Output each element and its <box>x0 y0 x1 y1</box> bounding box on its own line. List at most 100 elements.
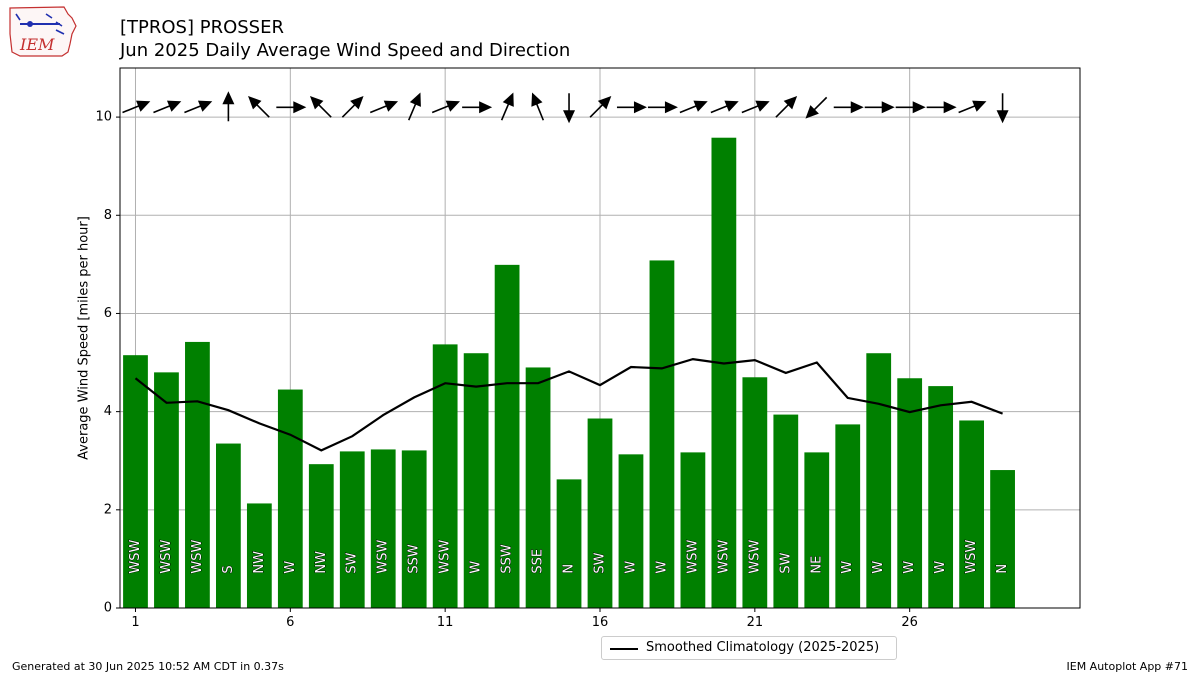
wind-speed-bar <box>370 449 396 608</box>
wind-direction-label: WSW <box>128 540 143 574</box>
wind-direction-label: NW <box>252 551 267 574</box>
wind-arrow-shaft <box>741 105 759 114</box>
wind-arrow <box>407 92 421 121</box>
wind-speed-bar <box>959 420 984 608</box>
iem-logo: IEM <box>9 6 77 57</box>
wind-arrow <box>958 100 987 114</box>
y-tick-label: 0 <box>104 601 112 616</box>
wind-speed-bar <box>711 137 737 608</box>
wind-arrow <box>462 101 493 114</box>
footer-generated-text: Generated at 30 Jun 2025 10:52 AM CDT in… <box>12 660 284 673</box>
wind-arrow <box>679 100 708 114</box>
y-tick-label: 6 <box>104 306 112 321</box>
wind-arrow <box>741 100 770 114</box>
wind-speed-bar <box>123 355 148 608</box>
wind-arrow-head <box>693 100 708 112</box>
wind-direction-label: W <box>654 561 669 574</box>
wind-arrow-shaft <box>500 103 510 121</box>
svg-text:IEM: IEM <box>19 35 55 54</box>
y-tick-label: 10 <box>95 110 112 125</box>
wind-arrow-shaft <box>813 96 828 111</box>
wind-arrow <box>589 95 612 118</box>
wind-direction-label: SW <box>778 552 793 573</box>
wind-arrow-head <box>805 105 819 119</box>
wind-arrow-head <box>996 110 1009 124</box>
direction-labels-layer: WSW WSW WSW S NW W NW SW WSW SSW WSW W SSW SSE N SW W W WS… <box>128 539 1011 574</box>
wind-arrow-head <box>531 92 543 107</box>
wind-direction-label: WSW <box>747 540 762 574</box>
wind-arrow-head <box>479 101 493 114</box>
wind-speed-bar <box>277 389 303 608</box>
wind-speed-bar <box>339 451 365 608</box>
wind-speed-bar <box>773 414 799 608</box>
x-tick-label: 21 <box>747 615 764 630</box>
x-tick-label: 16 <box>592 615 609 630</box>
wind-speed-bar <box>680 452 706 608</box>
wind-speed-bar <box>154 372 179 608</box>
wind-speed-bar <box>494 264 520 608</box>
y-tick-label: 4 <box>104 404 112 419</box>
wind-speed-bar <box>308 464 334 608</box>
wind-arrow-shaft <box>341 103 356 118</box>
wind-arrow-shaft <box>317 103 332 118</box>
wind-arrow-shaft <box>710 105 728 114</box>
wind-arrow-shaft <box>958 105 976 114</box>
wind-arrow-shaft <box>255 103 270 118</box>
wind-arrow-head <box>850 101 864 114</box>
wind-arrow <box>122 100 151 114</box>
climatology-line-layer <box>134 357 1003 452</box>
wind-direction-label: WSW <box>716 540 731 574</box>
legend: Smoothed Climatology (2025-2025) <box>601 636 897 660</box>
wind-arrow-head <box>881 101 895 114</box>
wind-arrow <box>805 96 828 119</box>
wind-arrow <box>710 100 739 114</box>
wind-arrow <box>500 92 514 121</box>
wind-arrow <box>248 95 270 118</box>
wind-speed-bar <box>401 450 427 608</box>
wind-arrow <box>926 101 957 114</box>
wind-arrow <box>996 93 1009 124</box>
wind-speed-bar <box>463 353 489 608</box>
wind-direction-label: N <box>995 564 1010 574</box>
wind-arrow <box>775 95 798 118</box>
wind-arrow <box>864 101 895 114</box>
wind-arrow <box>431 100 460 114</box>
wind-speed-bar <box>742 377 768 608</box>
wind-speed-bar <box>525 367 551 608</box>
x-tick-label: 6 <box>286 615 294 630</box>
x-tick-label: 1 <box>131 615 139 630</box>
wind-speed-bar <box>649 260 675 608</box>
wind-direction-label: WSW <box>190 540 205 574</box>
wind-arrow-head <box>197 100 213 112</box>
wind-arrow-shaft <box>369 105 388 114</box>
wind-direction-label: NW <box>314 551 329 574</box>
wind-direction-label: SSW <box>407 544 422 574</box>
wind-arrow-head <box>943 101 957 114</box>
legend-line-swatch <box>610 648 638 650</box>
wind-speed-bar <box>185 341 210 608</box>
wind-arrow-head <box>293 101 307 114</box>
wind-speed-bar <box>990 470 1015 608</box>
wind-arrow-head <box>664 101 678 114</box>
wind-direction-label: NE <box>809 556 824 574</box>
wind-arrow-shaft <box>589 103 604 118</box>
wind-arrow-head <box>309 95 324 110</box>
wind-arrow-head <box>445 100 460 112</box>
bars-layer <box>123 137 1015 608</box>
wind-arrow-shaft <box>122 105 140 114</box>
wind-speed-bar <box>897 378 923 608</box>
wind-arrow-head <box>136 100 151 112</box>
wind-direction-label: S <box>221 565 236 573</box>
x-tick-label: 11 <box>437 615 454 630</box>
wind-arrow-shaft <box>153 105 171 114</box>
wind-speed-bar <box>618 454 644 608</box>
wind-direction-label: SW <box>593 552 608 573</box>
wind-arrow-head <box>248 95 262 110</box>
wind-arrow-head <box>783 95 798 110</box>
wind-speed-bar <box>246 503 272 608</box>
wind-arrow-head <box>166 100 182 112</box>
wind-arrow <box>531 92 545 121</box>
wind-direction-label: WSW <box>159 540 174 574</box>
wind-arrow-shaft <box>431 105 450 114</box>
